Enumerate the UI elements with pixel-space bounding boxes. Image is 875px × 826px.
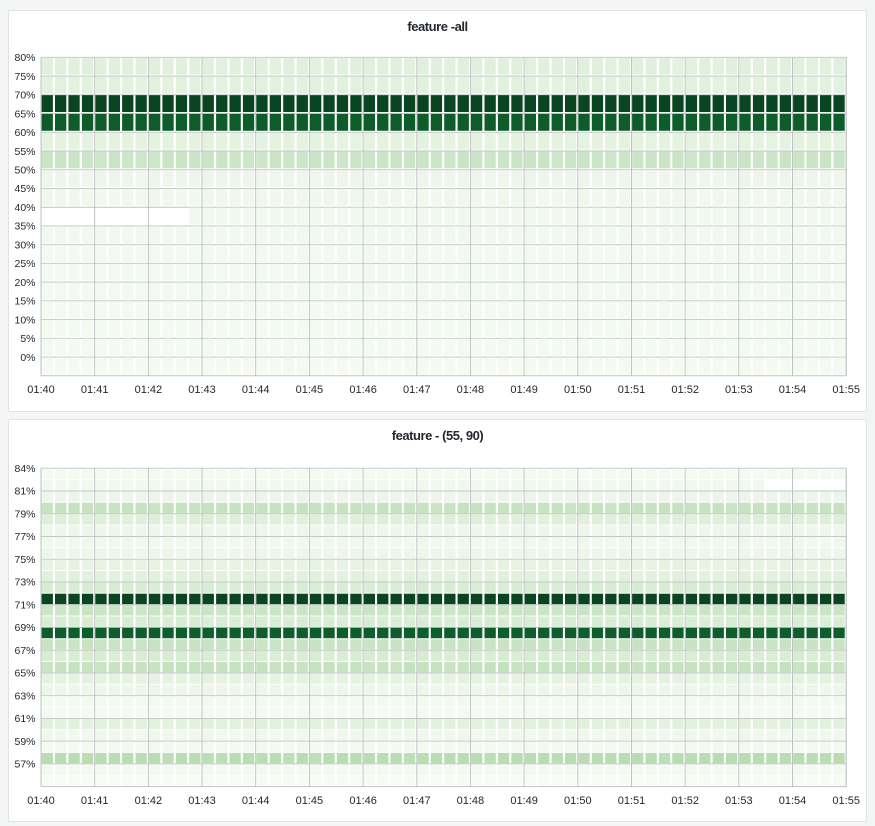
svg-text:57%: 57% [14, 759, 35, 771]
svg-text:01:52: 01:52 [671, 795, 699, 807]
svg-text:01:51: 01:51 [618, 795, 646, 807]
svg-text:01:40: 01:40 [27, 795, 55, 807]
svg-text:10%: 10% [14, 314, 35, 326]
svg-text:01:54: 01:54 [779, 384, 807, 396]
svg-text:01:53: 01:53 [725, 384, 753, 396]
svg-text:01:49: 01:49 [510, 795, 538, 807]
svg-text:81%: 81% [14, 486, 35, 498]
svg-text:01:52: 01:52 [671, 384, 699, 396]
svg-text:71%: 71% [14, 599, 35, 611]
svg-text:01:50: 01:50 [564, 795, 592, 807]
svg-text:01:40: 01:40 [27, 384, 55, 396]
svg-text:63%: 63% [14, 690, 35, 702]
svg-text:75%: 75% [14, 71, 35, 83]
svg-text:01:51: 01:51 [618, 384, 646, 396]
svg-text:69%: 69% [14, 622, 35, 634]
svg-text:01:54: 01:54 [779, 795, 807, 807]
svg-text:77%: 77% [14, 531, 35, 543]
svg-text:0%: 0% [20, 352, 35, 364]
svg-text:01:48: 01:48 [457, 384, 485, 396]
svg-text:01:45: 01:45 [296, 384, 324, 396]
svg-text:50%: 50% [14, 165, 35, 177]
svg-text:01:42: 01:42 [135, 384, 163, 396]
svg-text:59%: 59% [14, 736, 35, 748]
svg-text:01:50: 01:50 [564, 384, 592, 396]
svg-text:01:43: 01:43 [188, 795, 216, 807]
svg-text:01:46: 01:46 [349, 384, 377, 396]
svg-text:25%: 25% [14, 258, 35, 270]
svg-text:35%: 35% [14, 221, 35, 233]
svg-text:55%: 55% [14, 146, 35, 158]
svg-text:01:44: 01:44 [242, 795, 270, 807]
svg-text:01:42: 01:42 [135, 795, 163, 807]
svg-text:79%: 79% [14, 509, 35, 521]
svg-text:15%: 15% [14, 296, 35, 308]
svg-text:01:45: 01:45 [296, 795, 324, 807]
svg-text:75%: 75% [14, 554, 35, 566]
svg-text:01:47: 01:47 [403, 795, 431, 807]
svg-text:01:43: 01:43 [188, 384, 216, 396]
svg-text:60%: 60% [14, 127, 35, 139]
svg-text:01:48: 01:48 [457, 795, 485, 807]
svg-text:5%: 5% [20, 333, 35, 345]
svg-text:61%: 61% [14, 713, 35, 725]
svg-text:01:47: 01:47 [403, 384, 431, 396]
svg-text:20%: 20% [14, 277, 35, 289]
svg-text:01:46: 01:46 [349, 795, 377, 807]
svg-text:01:55: 01:55 [832, 795, 860, 807]
svg-text:40%: 40% [14, 202, 35, 214]
svg-text:30%: 30% [14, 239, 35, 251]
svg-text:01:41: 01:41 [81, 795, 109, 807]
svg-text:65%: 65% [14, 108, 35, 120]
svg-text:67%: 67% [14, 645, 35, 657]
svg-text:01:41: 01:41 [81, 384, 109, 396]
svg-text:70%: 70% [14, 90, 35, 102]
svg-text:45%: 45% [14, 183, 35, 195]
svg-text:01:49: 01:49 [510, 384, 538, 396]
svg-text:84%: 84% [14, 463, 35, 475]
svg-text:01:55: 01:55 [832, 384, 860, 396]
svg-text:80%: 80% [14, 52, 35, 64]
svg-text:01:53: 01:53 [725, 795, 753, 807]
svg-text:01:44: 01:44 [242, 384, 270, 396]
svg-text:65%: 65% [14, 668, 35, 680]
svg-text:73%: 73% [14, 577, 35, 589]
